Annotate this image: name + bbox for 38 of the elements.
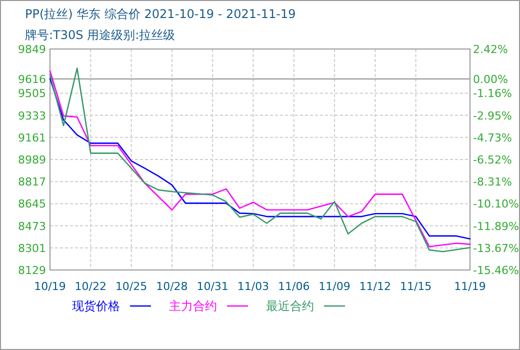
x-tick-label: 10/25 — [115, 280, 148, 293]
y2-tick-label: -10.10% — [473, 198, 519, 211]
y2-tick-label: -4.73% — [473, 131, 512, 144]
x-tick-label: 11/06 — [278, 280, 310, 293]
legend-label: 最近合约 — [266, 299, 314, 313]
y-tick-label: 8645 — [18, 198, 46, 211]
legend-label: 现货价格 — [72, 299, 120, 313]
x-tick-label: 11/19 — [454, 280, 486, 293]
y2-tick-label: 0.00% — [473, 72, 508, 86]
y2-tick-label: -11.89% — [473, 220, 519, 233]
chart-subtitle: 牌号:T30S 用途级别:拉丝级 — [25, 28, 176, 42]
y-tick-label: 9505 — [18, 87, 46, 100]
y-tick-label: 8129 — [18, 264, 46, 277]
y2-tick-label: -1.16% — [473, 87, 512, 100]
y-tick-label: 8989 — [18, 154, 46, 166]
chart-title: PP(拉丝) 华东 综合价 2021-10-19 - 2021-11-19 — [25, 7, 296, 21]
y2-tick-label: -8.31% — [473, 176, 512, 189]
y2-tick-label: -6.52% — [473, 154, 512, 166]
y-tick-label: 8817 — [18, 176, 46, 189]
x-tick-label: 10/31 — [196, 280, 228, 293]
y-tick-label: 9161 — [18, 131, 46, 144]
y2-tick-label: -2.95% — [473, 109, 512, 122]
x-tick-label: 11/12 — [359, 280, 392, 293]
y2-tick-label: -15.46% — [473, 264, 519, 277]
y-tick-label: 9616 — [18, 72, 46, 86]
y-tick-label: 9849 — [18, 43, 46, 56]
x-tick-label: 11/15 — [400, 280, 432, 293]
x-tick-label: 10/22 — [74, 280, 106, 293]
x-tick-label: 10/28 — [156, 280, 188, 293]
y2-tick-label: 2.42% — [473, 43, 508, 56]
y-tick-label: 9333 — [18, 109, 46, 122]
x-tick-label: 10/19 — [34, 280, 66, 293]
y-tick-label: 8301 — [18, 242, 46, 255]
x-tick-label: 11/03 — [237, 280, 270, 293]
y2-tick-label: -13.67% — [473, 242, 519, 255]
y-tick-label: 8473 — [18, 220, 46, 233]
legend-label: 主力合约 — [169, 299, 217, 313]
x-tick-label: 11/09 — [318, 280, 350, 293]
